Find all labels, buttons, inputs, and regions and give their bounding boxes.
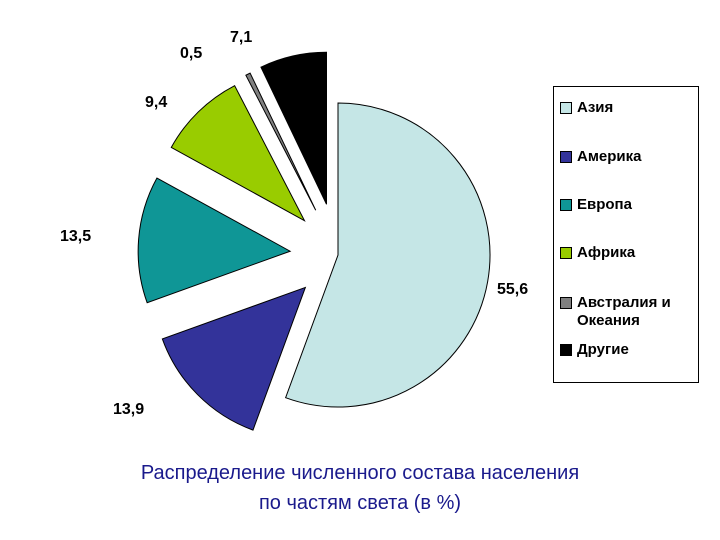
- data-label-other: 7,1: [230, 29, 252, 46]
- pie-slice-other: [260, 51, 327, 205]
- legend-item-africa: Африка: [560, 244, 699, 262]
- legend-swatch-africa: [560, 247, 572, 259]
- pie-slice-europe: [137, 177, 292, 304]
- pie-slice-africa: [170, 84, 306, 222]
- data-label-australia-oceania: 0,5: [180, 45, 202, 62]
- legend-swatch-australia-oceania: [560, 297, 572, 309]
- legend-label-europe: Европа: [577, 196, 632, 213]
- legend-item-europe: Европа: [560, 196, 699, 214]
- legend-label-asia: Азия: [577, 99, 614, 116]
- data-label-europe: 13,5: [60, 228, 91, 245]
- data-label-america: 13,9: [113, 401, 144, 418]
- pie-slice-america: [161, 286, 307, 431]
- legend-label-africa: Африка: [577, 244, 636, 261]
- data-label-africa: 9,4: [145, 94, 167, 111]
- legend-swatch-america: [560, 151, 572, 163]
- legend-label-australia-oceania: Австралия и Океания: [577, 294, 671, 329]
- chart-title: Распределение численного состава населен…: [0, 458, 720, 518]
- legend-item-australia-oceania: Австралия и Океания: [560, 294, 699, 330]
- data-label-asia: 55,6: [497, 281, 528, 298]
- legend-item-asia: Азия: [560, 99, 699, 117]
- legend-item-other: Другие: [560, 341, 699, 359]
- pie-slice-australia-oceania: [245, 72, 317, 211]
- legend-label-other: Другие: [577, 341, 629, 358]
- legend-label-america: Америка: [577, 148, 642, 165]
- chart-title-line-1: Распределение численного состава населен…: [140, 462, 580, 484]
- legend-item-america: Америка: [560, 148, 699, 166]
- legend: Азия Америка Европа Африка Австралия и О…: [553, 86, 699, 383]
- legend-swatch-other: [560, 344, 572, 356]
- chart-title-line-2: по частям света (в %): [258, 492, 462, 514]
- pie-slice-asia: [284, 102, 491, 408]
- legend-swatch-asia: [560, 102, 572, 114]
- legend-swatch-europe: [560, 199, 572, 211]
